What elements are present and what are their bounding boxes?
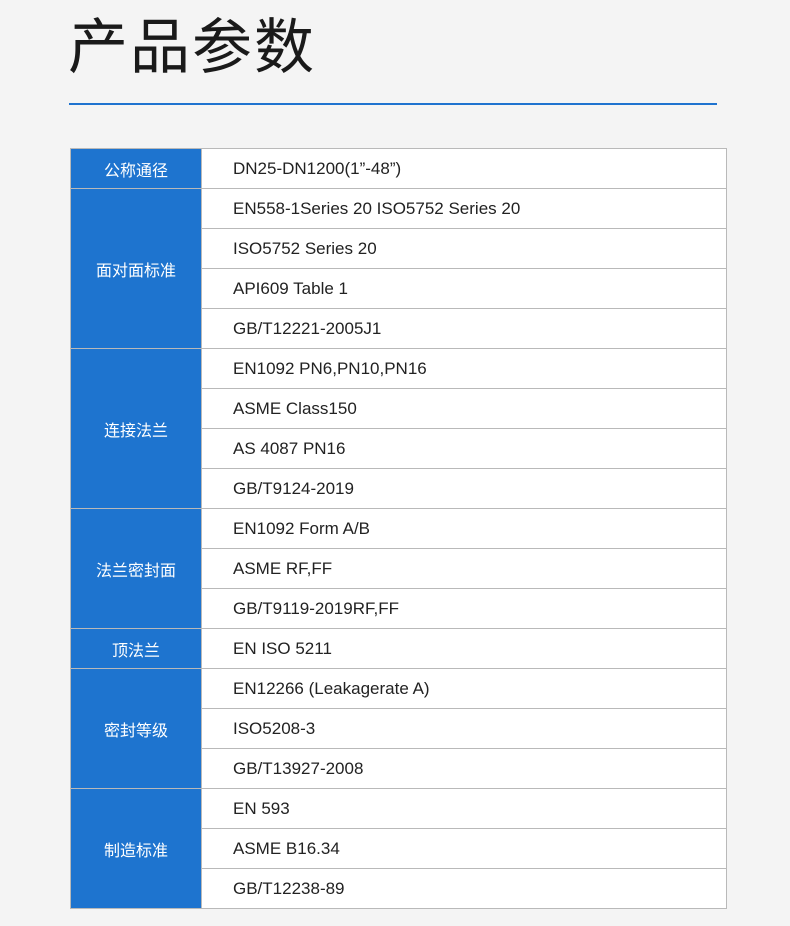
table-row: 公称通径 DN25-DN1200(1”-48”) (70, 148, 727, 189)
table-row: 法兰密封面 EN1092 Form A/B (70, 508, 727, 629)
table-row: 连接法兰 EN1092 PN6,PN10,PN16 (70, 348, 727, 509)
spec-value: ASME Class150 (201, 388, 727, 429)
spec-label: 连接法兰 (70, 348, 202, 509)
table-row: GB/T9124-2019 (71, 468, 727, 509)
spec-value: GB/T9124-2019 (201, 468, 727, 509)
spec-label: 制造标准 (70, 788, 202, 909)
spec-value: GB/T9119-2019RF,FF (201, 588, 727, 629)
spec-label: 密封等级 (70, 668, 202, 789)
table-row: API609 Table 1 (71, 268, 727, 309)
page-title: 产品参数 (68, 13, 316, 83)
table-row: ASME B16.34 (71, 828, 727, 869)
spec-label: 面对面标准 (70, 188, 202, 349)
spec-label: 顶法兰 (70, 628, 202, 669)
table-row: ASME RF,FF (71, 548, 727, 589)
spec-value: EN12266 (Leakagerate A) (201, 668, 727, 709)
spec-value: GB/T12221-2005J1 (201, 308, 727, 349)
spec-value: EN1092 Form A/B (201, 508, 727, 549)
table-row: ISO5208-3 (71, 708, 727, 749)
table-row: GB/T9119-2019RF,FF (71, 588, 727, 629)
spec-value: ISO5752 Series 20 (201, 228, 727, 269)
spec-value: EN ISO 5211 (201, 628, 727, 669)
spec-value: AS 4087 PN16 (201, 428, 727, 469)
spec-value: EN558-1Series 20 ISO5752 Series 20 (201, 188, 727, 229)
table-row: 顶法兰 EN ISO 5211 (70, 628, 727, 669)
spec-value: API609 Table 1 (201, 268, 727, 309)
spec-value: EN1092 PN6,PN10,PN16 (201, 348, 727, 389)
spec-value: ASME RF,FF (201, 548, 727, 589)
spec-label: 法兰密封面 (70, 508, 202, 629)
table-row: ISO5752 Series 20 (71, 228, 727, 269)
spec-table: 公称通径 DN25-DN1200(1”-48”) 面对面标准 EN558-1Serie… (70, 148, 727, 909)
table-row: 制造标准 EN 593 (70, 788, 727, 909)
spec-value: ISO5208-3 (201, 708, 727, 749)
table-row: 面对面标准 EN558-1Series 20 ISO5752 Series 20 (70, 188, 727, 349)
spec-value: ASME B16.34 (201, 828, 727, 869)
title-divider (69, 103, 717, 105)
table-row: AS 4087 PN16 (71, 428, 727, 469)
spec-label: 公称通径 (70, 148, 202, 189)
spec-value: EN 593 (201, 788, 727, 829)
spec-value: DN25-DN1200(1”-48”) (201, 148, 727, 189)
table-row: GB/T13927-2008 (71, 748, 727, 789)
spec-value: GB/T13927-2008 (201, 748, 727, 789)
table-row: GB/T12238-89 (71, 868, 727, 909)
spec-value: GB/T12238-89 (201, 868, 727, 909)
table-row: ASME Class150 (71, 388, 727, 429)
table-row: 密封等级 EN12266 (Leakagerate A) (70, 668, 727, 789)
